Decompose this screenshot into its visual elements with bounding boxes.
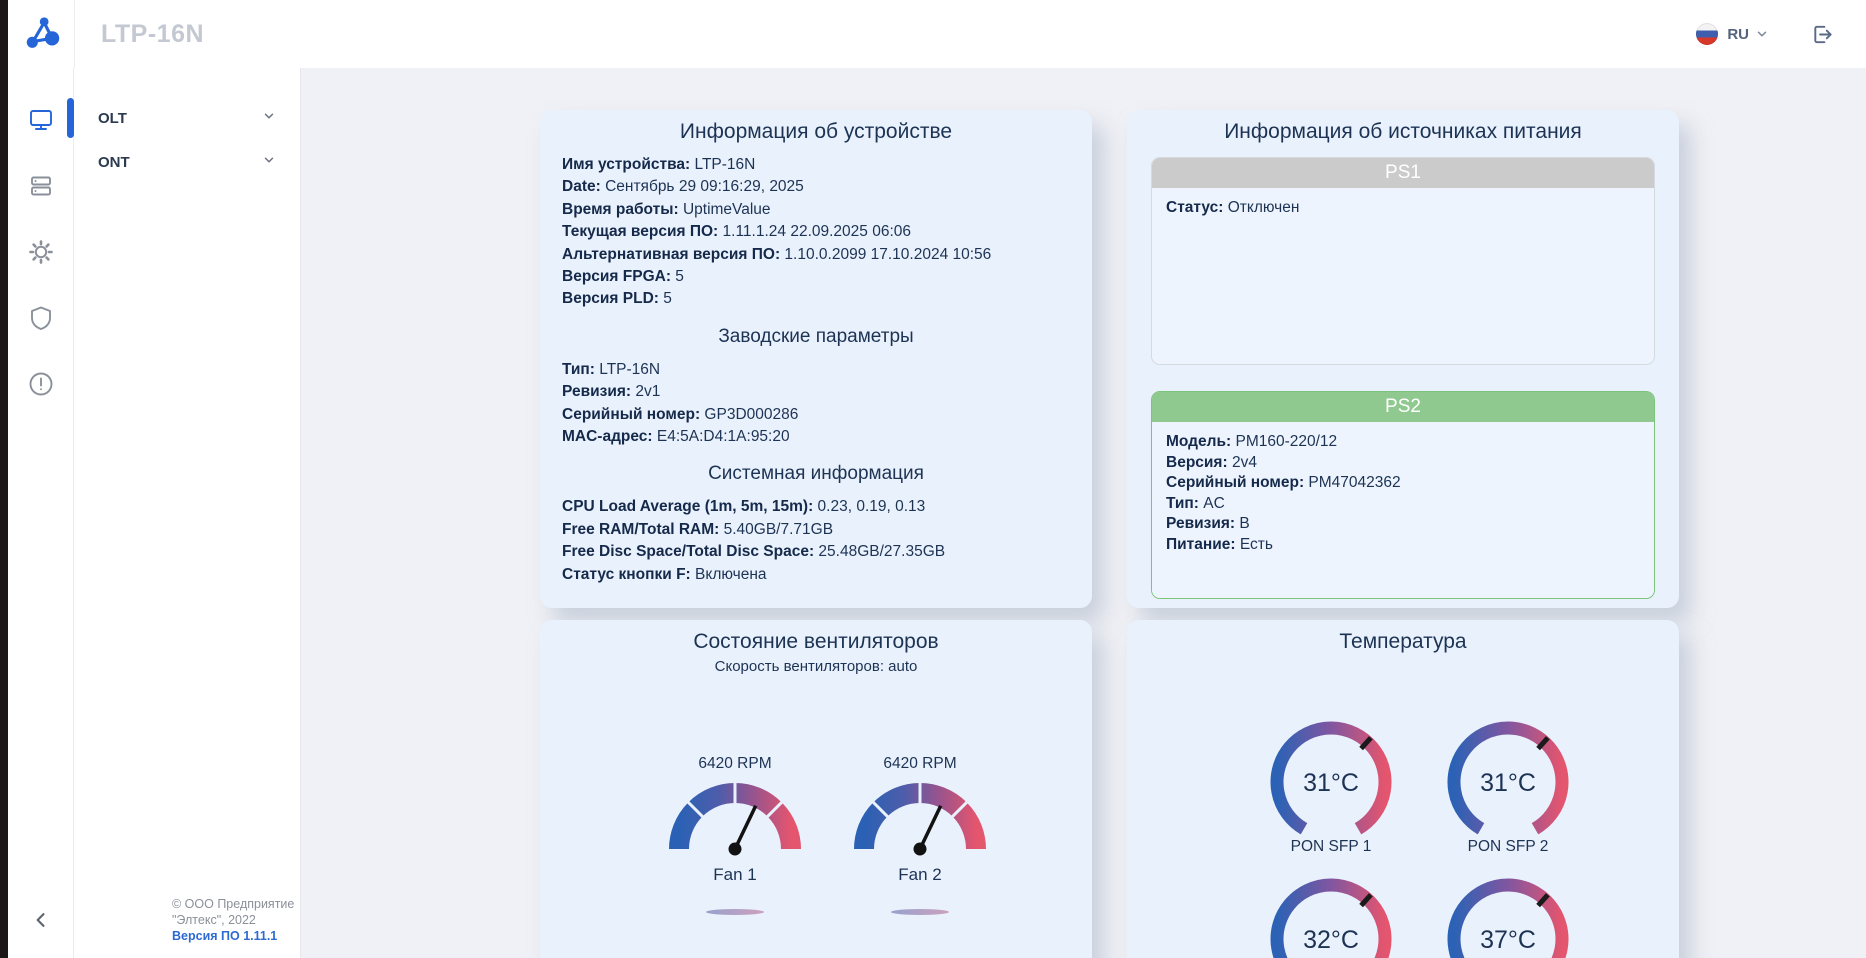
device-info-card: Информация об устройстве Имя устройства:… xyxy=(540,110,1092,608)
card-title: Информация об источниках питания xyxy=(1224,120,1582,143)
sidebar-collapse-button[interactable] xyxy=(8,910,74,930)
info-field: Время работы: UptimeValue xyxy=(562,200,771,218)
temperature-gauge-3: 32°C xyxy=(1266,874,1396,958)
info-field: Версия PLD: 5 xyxy=(562,290,672,308)
fan-speed-mode: Скорость вентиляторов: auto xyxy=(714,658,918,675)
info-field: Статус кнопки F: Включена xyxy=(562,565,767,583)
info-field: Free Disc Space/Total Disc Space: 25.48G… xyxy=(562,543,946,561)
info-field: MAC-адрес: E4:5A:D4:1A:95:20 xyxy=(562,428,790,446)
card-title: Состояние вентиляторов xyxy=(693,630,939,653)
temperature-value: 32°C xyxy=(1303,926,1359,954)
info-field: CPU Load Average (1m, 5m, 15m): 0.23, 0.… xyxy=(562,498,926,516)
info-field: Альтернативная версия ПО: 1.10.0.2099 17… xyxy=(562,245,992,263)
nav-panel: OLT ONT © ООО Предприятие "Элтекс", 2022 … xyxy=(74,68,301,958)
fan-rpm-value: 6420 RPM xyxy=(883,755,957,772)
power-supplies-card: Информация об источниках питания PS1 Стат… xyxy=(1127,110,1679,608)
window-edge xyxy=(0,0,8,958)
russian-flag-icon xyxy=(1696,23,1719,45)
temperature-gauge-2: 31°C PON SFP 2 xyxy=(1443,717,1573,857)
info-field: Free RAM/Total RAM: 5.40GB/7.71GB xyxy=(562,520,834,538)
power-supply-ps1: PS1 Статус: Отключен xyxy=(1151,157,1655,365)
info-field: Версия: 2v4 xyxy=(1166,453,1257,471)
language-selector[interactable]: RU xyxy=(1727,25,1749,43)
chevron-down-icon xyxy=(262,153,276,171)
info-field: Текущая версия ПО: 1.11.1.24 22.09.2025 … xyxy=(562,223,911,241)
ps-body: Модель: PM160-220/12 Версия: 2v4 Серийный … xyxy=(1152,422,1654,598)
info-field: Ревизия: 2v1 xyxy=(562,383,661,401)
active-nav-indicator xyxy=(67,98,74,138)
fan-label: Fan 2 xyxy=(898,865,942,884)
eltex-logo-icon xyxy=(22,13,60,56)
fan-label: Fan 1 xyxy=(713,865,757,884)
top-bar: LTP-16N RU xyxy=(8,0,1866,69)
fans-card: Состояние вентиляторов Скорость вентилят… xyxy=(540,620,1092,958)
sidebar-item-ont[interactable]: ONT xyxy=(74,140,300,184)
info-field: Ревизия: B xyxy=(1166,515,1250,532)
temperature-value: 31°C xyxy=(1303,769,1359,797)
info-field: Серийный номер: PM47042362 xyxy=(1166,474,1401,491)
gauge-base-decoration xyxy=(706,909,764,915)
card-title: Температура xyxy=(1339,630,1467,653)
sidebar-item-label: ONT xyxy=(98,153,130,171)
ps-header: PS1 xyxy=(1152,158,1654,188)
firmware-version-link[interactable]: Версия ПО 1.11.1 xyxy=(172,929,278,943)
temperature-value: 31°C xyxy=(1480,769,1536,797)
ps-header: PS2 xyxy=(1152,392,1654,422)
section-title-factory: Заводские параметры xyxy=(718,325,914,347)
sensor-label: PON SFP 1 xyxy=(1290,838,1372,855)
temperature-gauge-1: 31°C PON SFP 1 xyxy=(1266,717,1396,857)
info-field: Серийный номер: GP3D000286 xyxy=(562,405,799,423)
security-shield-icon[interactable] xyxy=(28,305,54,331)
temperature-ring: 32°C xyxy=(1270,878,1392,958)
info-field: Питание: Есть xyxy=(1166,535,1273,553)
info-field: Тип: AC xyxy=(1166,494,1225,512)
temperature-value: 37°C xyxy=(1480,926,1536,954)
info-field: Версия FPGA: 5 xyxy=(562,268,684,286)
power-supply-ps2: PS2 Модель: PM160-220/12 Версия: 2v4 Серийн… xyxy=(1151,391,1655,599)
chevron-down-icon xyxy=(262,109,276,127)
temperature-ring: 31°C xyxy=(1447,721,1569,835)
fan-gauge-1: 6420 RPM Fan 1 xyxy=(660,754,810,915)
logo-zone xyxy=(8,0,75,68)
info-field: Тип: LTP-16N xyxy=(562,360,661,378)
fan-gauge-2: 6420 RPM Fan 2 xyxy=(845,754,995,915)
temperature-ring: 31°C xyxy=(1270,721,1392,835)
temperature-gauge-4: 37°C xyxy=(1443,874,1573,958)
icon-rail xyxy=(8,68,74,958)
alerts-icon[interactable] xyxy=(28,371,54,397)
info-field: Имя устройства: LTP-16N xyxy=(562,156,756,173)
info-field: Статус: Отключен xyxy=(1166,199,1300,216)
monitoring-icon[interactable] xyxy=(28,107,54,133)
sidebar-item-olt[interactable]: OLT xyxy=(74,96,300,140)
settings-gear-icon[interactable] xyxy=(28,239,54,265)
sidebar-item-label: OLT xyxy=(98,109,127,127)
section-title-system: Системная информация xyxy=(708,463,924,485)
logout-icon[interactable] xyxy=(1811,23,1834,46)
temperature-card: Температура 31°C PON SFP 1 31°C PON SFP 2 32… xyxy=(1127,620,1679,958)
temperature-ring: 37°C xyxy=(1447,878,1569,958)
sensor-label: PON SFP 2 xyxy=(1467,838,1549,855)
main-content: Информация об устройстве Имя устройства:… xyxy=(301,68,1866,958)
fan-gauge-dial xyxy=(669,781,801,856)
ps-body: Статус: Отключен xyxy=(1152,188,1654,364)
ports-icon[interactable] xyxy=(28,173,54,199)
copyright-text: © ООО Предприятие "Элтекс", 2022 xyxy=(172,897,295,927)
info-field: Модель: PM160-220/12 xyxy=(1166,433,1338,450)
gauge-base-decoration xyxy=(891,909,949,915)
fan-gauge-dial xyxy=(854,781,986,856)
card-title: Информация об устройстве xyxy=(679,120,953,143)
fan-rpm-value: 6420 RPM xyxy=(698,755,772,772)
chevron-down-icon[interactable] xyxy=(1755,27,1769,41)
page-title: LTP-16N xyxy=(101,19,205,48)
info-field: Date: Сентябрь 29 09:16:29, 2025 xyxy=(562,178,804,196)
